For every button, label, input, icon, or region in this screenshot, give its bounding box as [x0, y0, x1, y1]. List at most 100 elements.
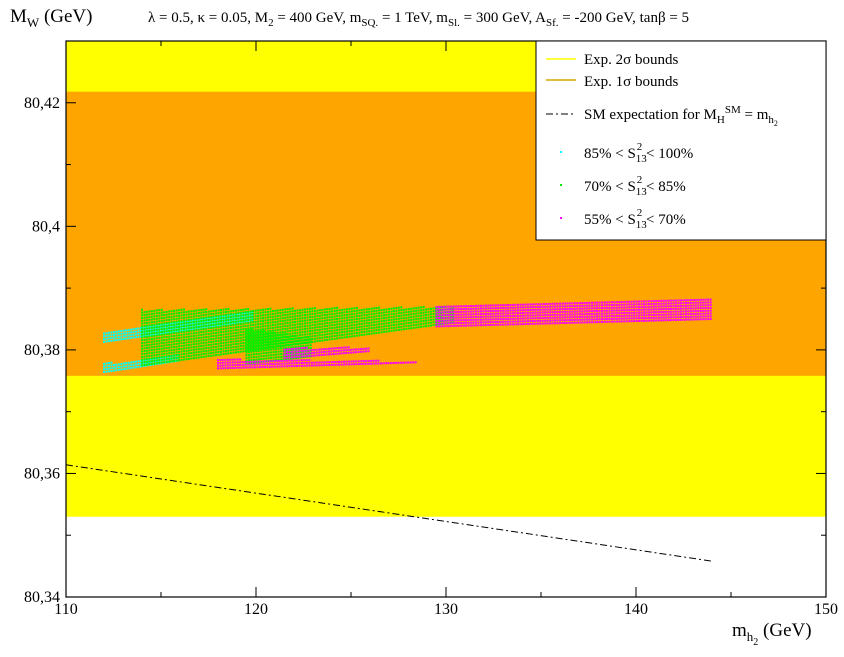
scatter-point: [185, 352, 188, 355]
scatter-point: [103, 332, 105, 335]
scatter-point: [280, 347, 283, 350]
scatter-point: [309, 307, 311, 310]
scatter-point: [566, 310, 569, 313]
scatter-point: [709, 318, 712, 320]
scatter-point: [236, 361, 239, 364]
scatter-point: [206, 317, 209, 320]
scatter-point: [455, 308, 458, 311]
scatter-point: [291, 326, 294, 329]
scatter-point: [225, 311, 227, 313]
scatter-point: [260, 346, 263, 349]
scatter-point: [283, 362, 286, 365]
scatter-point: [517, 303, 519, 306]
scatter-point: [117, 338, 120, 341]
scatter-point: [250, 328, 253, 331]
scatter-point: [341, 334, 344, 336]
scatter-point: [497, 323, 500, 326]
scatter-point: [596, 312, 598, 315]
scatter-point: [110, 334, 113, 337]
scatter-point: [546, 311, 549, 314]
scatter-point: [158, 348, 161, 350]
scatter-point: [163, 339, 166, 341]
scatter-point: [308, 355, 311, 357]
scatter-point: [576, 310, 579, 313]
scatter-point: [341, 311, 344, 314]
scatter-point: [282, 333, 285, 336]
scatter-point: [598, 301, 601, 304]
scatter-point: [165, 347, 168, 349]
scatter-point: [237, 326, 240, 328]
scatter-point: [355, 329, 358, 332]
scatter-point: [682, 310, 685, 313]
scatter-point: [287, 343, 290, 346]
scatter-point: [341, 325, 344, 328]
scatter-point: [222, 333, 225, 336]
scatter-point: [375, 323, 378, 326]
legend-label-70-85: 70% < S132 < 85%: [584, 174, 686, 198]
scatter-point: [244, 319, 247, 322]
scatter-point: [275, 350, 278, 353]
scatter-point: [390, 307, 393, 310]
scatter-point: [141, 336, 143, 339]
scatter-point: [350, 313, 353, 316]
scatter-point: [326, 336, 329, 338]
scatter-point: [487, 307, 490, 310]
scatter-point: [183, 314, 185, 317]
scatter-point: [187, 320, 189, 323]
scatter-point: [207, 349, 210, 352]
scatter-point: [183, 347, 185, 350]
scatter-point: [239, 328, 242, 331]
scatter-point: [355, 315, 358, 318]
scatter-point: [254, 363, 256, 366]
scatter-point: [276, 312, 279, 315]
scatter-point: [183, 344, 185, 347]
scatter-point: [660, 313, 663, 316]
scatter-point: [447, 325, 450, 328]
scatter-point: [524, 317, 527, 320]
scatter-point: [140, 329, 142, 332]
scatter-point: [163, 341, 166, 344]
scatter-point: [173, 354, 176, 357]
scatter-point: [687, 299, 690, 302]
scatter-point: [242, 308, 245, 311]
scatter-point: [630, 314, 633, 317]
scatter-point: [704, 312, 707, 315]
scatter-point: [210, 335, 213, 338]
scatter-point: [262, 338, 265, 341]
scatter-point: [534, 322, 537, 325]
scatter-point: [407, 313, 410, 316]
scatter-point: [180, 358, 183, 361]
scatter-point: [173, 357, 176, 360]
scatter-point: [153, 354, 156, 357]
scatter-point: [497, 307, 500, 310]
scatter-point: [254, 318, 257, 321]
scatter-point: [524, 323, 527, 325]
y-tick-label: 80,36: [24, 465, 60, 482]
scatter-point: [165, 358, 168, 361]
scatter-point: [504, 309, 507, 312]
scatter-point: [489, 318, 492, 321]
scatter-point: [205, 355, 208, 358]
scatter-point: [251, 363, 254, 366]
scatter-point: [204, 326, 207, 329]
scatter-point: [141, 333, 143, 336]
scatter-point: [338, 323, 341, 326]
scatter-point: [153, 329, 156, 332]
scatter-point: [197, 320, 200, 323]
scatter-point: [150, 335, 153, 338]
scatter-point: [158, 356, 161, 359]
scatter-point: [192, 337, 195, 340]
scatter-point: [279, 320, 282, 323]
scatter-point: [346, 313, 348, 316]
scatter-point: [328, 335, 331, 338]
scatter-point: [148, 318, 151, 321]
scatter-point: [601, 312, 603, 315]
scatter-point: [460, 308, 463, 311]
scatter-point: [402, 314, 405, 317]
scatter-point: [373, 307, 376, 310]
scatter-point: [158, 361, 161, 364]
scatter-point: [388, 319, 390, 322]
scatter-point: [517, 306, 519, 309]
scatter-point: [214, 324, 217, 327]
scatter-point: [308, 359, 311, 361]
